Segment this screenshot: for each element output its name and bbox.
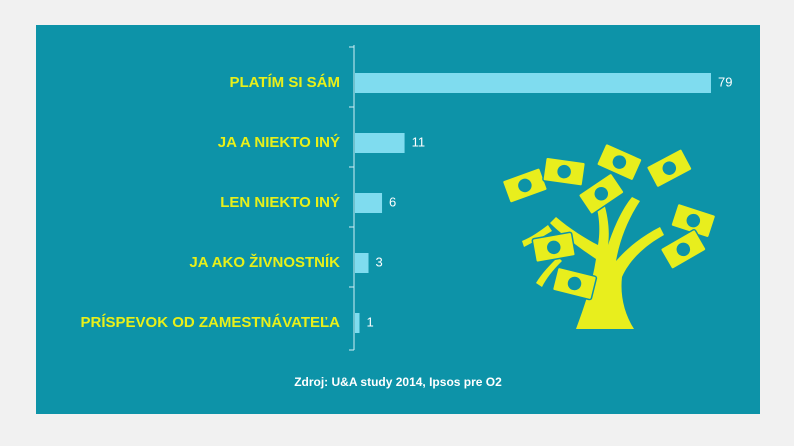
category-label: PLATÍM SI SÁM (229, 74, 340, 91)
money-tree-icon (501, 142, 717, 329)
bar (355, 133, 405, 153)
value-label: 11 (412, 134, 426, 149)
value-label: 1 (367, 314, 374, 329)
value-label: 79 (718, 74, 732, 89)
bar (355, 253, 369, 273)
bar (355, 73, 711, 93)
bar (355, 193, 383, 213)
bar-chart: PLATÍM SI SÁM 79 JA A NIEKTO INÝ 11 LEN NIEK… (81, 45, 732, 351)
category-label: PRÍSPEVOK OD ZAMESTNÁVATEĽA (81, 314, 341, 331)
source-note: Zdroj: U&A study 2014, Ipsos pre O2 (294, 375, 502, 389)
value-label: 3 (376, 254, 383, 269)
category-label: LEN NIEKTO INÝ (220, 193, 340, 211)
value-label: 6 (389, 194, 396, 209)
chart-panel: PLATÍM SI SÁM 79 JA A NIEKTO INÝ 11 LEN NIEK… (36, 25, 760, 414)
category-label: JA AKO ŽIVNOSTNÍK (189, 253, 340, 271)
bar (355, 313, 360, 333)
category-label: JA A NIEKTO INÝ (218, 133, 340, 151)
